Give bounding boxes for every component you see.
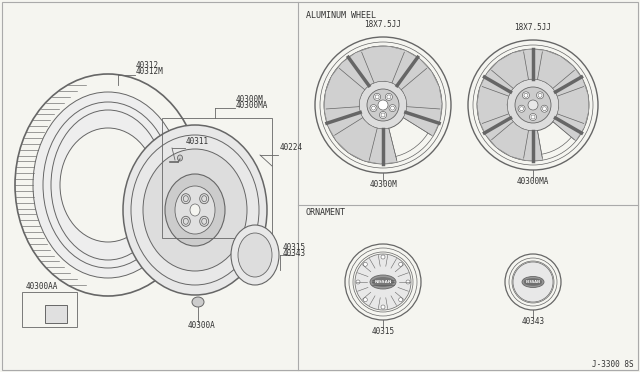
Circle shape	[381, 255, 385, 259]
Circle shape	[356, 280, 360, 284]
Circle shape	[370, 105, 377, 112]
Text: 40300M: 40300M	[369, 180, 397, 189]
Text: 40300A: 40300A	[188, 321, 216, 330]
Circle shape	[528, 100, 538, 110]
Bar	[45, 305, 67, 323]
Circle shape	[364, 262, 367, 266]
Ellipse shape	[372, 277, 394, 287]
Ellipse shape	[123, 125, 267, 295]
Text: 18X7.5JJ: 18X7.5JJ	[365, 20, 401, 29]
Circle shape	[364, 298, 367, 302]
Text: 40312: 40312	[136, 61, 159, 70]
Circle shape	[513, 262, 553, 302]
Ellipse shape	[190, 204, 200, 216]
Text: 40315: 40315	[371, 327, 395, 336]
Ellipse shape	[231, 225, 279, 285]
Ellipse shape	[238, 233, 272, 277]
Circle shape	[385, 93, 392, 100]
Circle shape	[536, 92, 543, 99]
Text: NISSAN: NISSAN	[525, 280, 541, 284]
Circle shape	[367, 89, 399, 121]
Ellipse shape	[165, 174, 225, 246]
Bar	[22, 292, 77, 327]
Ellipse shape	[181, 194, 190, 204]
Circle shape	[359, 81, 407, 129]
Circle shape	[406, 280, 410, 284]
Polygon shape	[490, 122, 529, 160]
Polygon shape	[477, 49, 589, 161]
Circle shape	[381, 305, 385, 309]
Polygon shape	[324, 46, 442, 164]
Circle shape	[518, 105, 525, 112]
Polygon shape	[401, 67, 442, 109]
Circle shape	[355, 254, 411, 310]
Text: 40300AA: 40300AA	[26, 282, 58, 291]
Circle shape	[374, 93, 381, 100]
Text: 40312M: 40312M	[136, 67, 164, 76]
Circle shape	[529, 113, 536, 121]
Text: 40315: 40315	[283, 243, 306, 252]
Ellipse shape	[177, 155, 182, 161]
Polygon shape	[477, 86, 509, 124]
Polygon shape	[361, 46, 405, 83]
Circle shape	[541, 105, 548, 112]
Text: 40311: 40311	[186, 137, 209, 146]
Circle shape	[522, 92, 529, 99]
Text: 40343: 40343	[522, 317, 545, 326]
Bar	[162, 118, 272, 238]
Text: ORNAMENT: ORNAMENT	[306, 208, 346, 217]
Circle shape	[399, 298, 403, 302]
Text: 40343: 40343	[283, 249, 306, 258]
Text: ALUMINUM WHEEL: ALUMINUM WHEEL	[306, 11, 376, 20]
Ellipse shape	[200, 194, 209, 204]
Polygon shape	[490, 50, 529, 88]
Circle shape	[378, 100, 388, 110]
Ellipse shape	[181, 216, 190, 226]
Polygon shape	[333, 118, 377, 162]
Ellipse shape	[200, 216, 209, 226]
Ellipse shape	[33, 92, 183, 278]
Text: 40224: 40224	[280, 143, 303, 152]
Circle shape	[507, 79, 559, 131]
Text: NISSAN: NISSAN	[374, 280, 392, 284]
Circle shape	[515, 87, 551, 123]
Text: 40300MA: 40300MA	[236, 101, 268, 110]
Text: 18X7.5JJ: 18X7.5JJ	[515, 23, 552, 32]
Ellipse shape	[522, 276, 544, 288]
Polygon shape	[324, 67, 365, 109]
Text: 40300M: 40300M	[236, 95, 264, 104]
Ellipse shape	[175, 186, 215, 234]
Polygon shape	[538, 50, 576, 88]
Ellipse shape	[143, 149, 247, 271]
Circle shape	[380, 112, 387, 119]
Ellipse shape	[192, 297, 204, 307]
Text: 40300MA: 40300MA	[517, 177, 549, 186]
Ellipse shape	[60, 128, 156, 242]
Text: J-3300 8S: J-3300 8S	[593, 360, 634, 369]
Polygon shape	[557, 86, 589, 124]
Ellipse shape	[370, 275, 396, 289]
Ellipse shape	[524, 278, 542, 286]
Circle shape	[389, 105, 396, 112]
Circle shape	[399, 262, 403, 266]
